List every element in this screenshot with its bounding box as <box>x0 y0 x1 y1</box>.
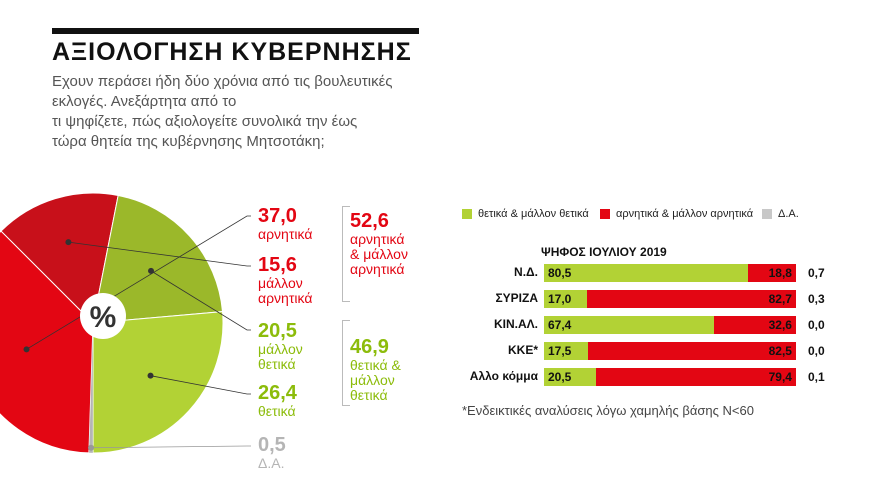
bar-value-label: 82,7 <box>768 292 792 306</box>
bar-value-label: 20,5 <box>548 370 572 384</box>
bar-category-label: ΣΥΡΙΖΑ <box>495 291 538 305</box>
bar-dk-value: 0,1 <box>808 370 825 384</box>
bar-category-label: Ν.Δ. <box>514 265 538 279</box>
question-line: εκλογές. Ανεξάρτητα από το <box>52 93 237 110</box>
bar-value-label: 32,6 <box>768 318 792 332</box>
leader-line <box>150 375 251 395</box>
bar-negative: 18,8 <box>748 264 796 282</box>
bar-positive: 67,4 <box>544 316 714 334</box>
bar-positive: 17,5 <box>544 342 589 360</box>
bar-row: 17,0 82,7 <box>544 290 796 308</box>
legend-swatch <box>600 209 610 219</box>
bar-dk-value: 0,0 <box>808 318 825 332</box>
legend-swatch <box>762 209 772 219</box>
legend-swatch <box>462 209 472 219</box>
bar-value-label: 80,5 <box>548 266 572 280</box>
bar-negative: 82,5 <box>588 342 796 360</box>
brace-negative <box>342 206 350 302</box>
bar-chart-title: ΨΗΦΟΣ ΙΟΥΛΙΟΥ 2019 <box>541 245 667 259</box>
pie-slice-dk <box>88 322 94 454</box>
leader-dot <box>148 267 155 274</box>
question-text: Εχουν περάσει ήδη δύο χρόνια από τις βου… <box>52 72 432 152</box>
leader-dot <box>65 239 72 246</box>
leader-line <box>150 270 251 331</box>
question-line: τι ψηφίζετε, πώς αξιολογείτε συνολικά τη… <box>52 113 358 130</box>
legend-label: θετικά & μάλλον θετικά <box>478 208 589 220</box>
bar-category-label: Αλλο κόμμα <box>469 369 538 383</box>
label-negative: 37,0 αρνητικά <box>258 205 313 242</box>
pie-slice-rather-negative <box>0 192 119 325</box>
label-positive: 26,4 θετικά <box>258 382 297 419</box>
bar-positive: 20,5 <box>544 368 596 386</box>
leader-dot <box>88 444 95 451</box>
leader-line <box>68 241 251 267</box>
bar-row: 17,5 82,5 <box>544 342 796 360</box>
percent-badge <box>80 293 126 339</box>
bar-value-label: 82,5 <box>768 344 792 358</box>
bar-dk-value: 0,0 <box>808 344 825 358</box>
legend-label: αρνητικά & μάλλον αρνητικά <box>616 208 754 220</box>
bar-negative: 79,4 <box>595 368 796 386</box>
pie-slice-negative <box>0 230 94 454</box>
label-rather-positive: 20,5 μάλλον θετικά <box>258 320 303 372</box>
page-title: ΑΞΙΟΛΟΓΗΣΗ ΚΥΒΕΡΝΗΣΗΣ <box>52 38 412 66</box>
label-rather-negative: 15,6 μάλλον αρνητικά <box>258 254 313 306</box>
label-total-positive: 46,9 θετικά & μάλλον θετικά <box>350 336 401 403</box>
label-total-negative: 52,6 αρνητικά & μάλλον αρνητικά <box>350 210 408 277</box>
bar-row: 20,5 79,4 <box>544 368 796 386</box>
leader-line <box>91 445 251 449</box>
bar-category-label: ΚΙΝ.ΑΛ. <box>493 317 538 331</box>
leader-dot <box>23 346 30 353</box>
bar-row: 67,4 32,6 <box>544 316 796 334</box>
legend-dk: Δ.Α. <box>762 208 799 220</box>
brace-positive <box>342 320 350 406</box>
label-dk: 0,5 Δ.Α. <box>258 434 286 471</box>
bar-negative: 82,7 <box>586 290 796 308</box>
bar-value-label: 17,5 <box>548 344 572 358</box>
footnote: *Ενδεικτικές αναλύσεις λόγω χαμηλής βάση… <box>462 403 754 418</box>
question-line: Εχουν περάσει ήδη δύο χρόνια από τις βου… <box>52 73 393 90</box>
bar-negative: 32,6 <box>713 316 796 334</box>
percent-symbol: % <box>90 301 117 334</box>
legend-label: Δ.Α. <box>778 208 799 220</box>
question-line: τώρα θητεία της κυβέρνησης Μητσοτάκη; <box>52 133 325 150</box>
bar-dk-value: 0,3 <box>808 292 825 306</box>
bar-category-label: ΚΚΕ* <box>507 343 538 357</box>
pie-slice-rather-positive <box>92 194 224 324</box>
bar-row: 80,5 18,8 <box>544 264 796 282</box>
title-rule <box>52 28 419 34</box>
bar-positive: 80,5 <box>544 264 749 282</box>
bar-value-label: 67,4 <box>548 318 572 332</box>
bar-value-label: 17,0 <box>548 292 572 306</box>
leader-dot <box>147 372 154 379</box>
bar-value-label: 79,4 <box>768 370 792 384</box>
legend-positive: θετικά & μάλλον θετικά <box>462 208 589 220</box>
legend-negative: αρνητικά & μάλλον αρνητικά <box>600 208 753 220</box>
bar-positive: 17,0 <box>544 290 587 308</box>
bar-value-label: 18,8 <box>768 266 792 280</box>
bar-dk-value: 0,7 <box>808 266 825 280</box>
pie-slice-positive <box>92 311 224 454</box>
